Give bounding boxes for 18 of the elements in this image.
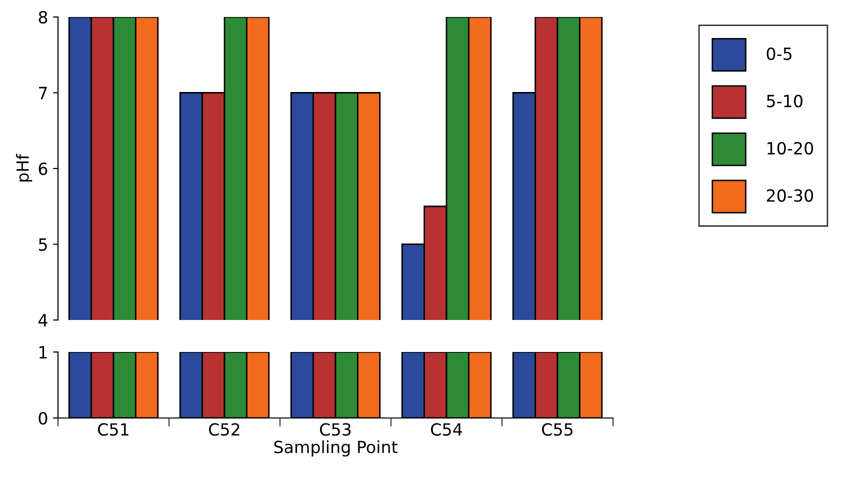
x-tick-label: C52 xyxy=(209,423,240,436)
y-tick-label: 0 xyxy=(38,412,48,425)
x-tick-label: C54 xyxy=(431,423,462,436)
y-tick-label: 7 xyxy=(39,86,47,100)
x-tick-label: C53 xyxy=(320,423,351,436)
legend-label: 5-10 xyxy=(766,94,802,108)
x-tick-label: C55 xyxy=(542,423,572,436)
legend-label: 20-30 xyxy=(766,189,814,202)
legend-label: 0-5 xyxy=(766,47,792,60)
y-tick-label: 1 xyxy=(40,346,47,358)
x-axis-title: Sampling Point xyxy=(274,440,398,457)
y-tick-label: 8 xyxy=(38,10,48,24)
x-tick-label: C51 xyxy=(98,423,128,436)
y-tick-label: 5 xyxy=(38,238,47,251)
y-axis-title: pHf xyxy=(16,154,32,182)
y-tick-label: 4 xyxy=(38,314,48,326)
legend-label: 10-20 xyxy=(768,142,814,155)
y-tick-label: 6 xyxy=(38,162,48,176)
